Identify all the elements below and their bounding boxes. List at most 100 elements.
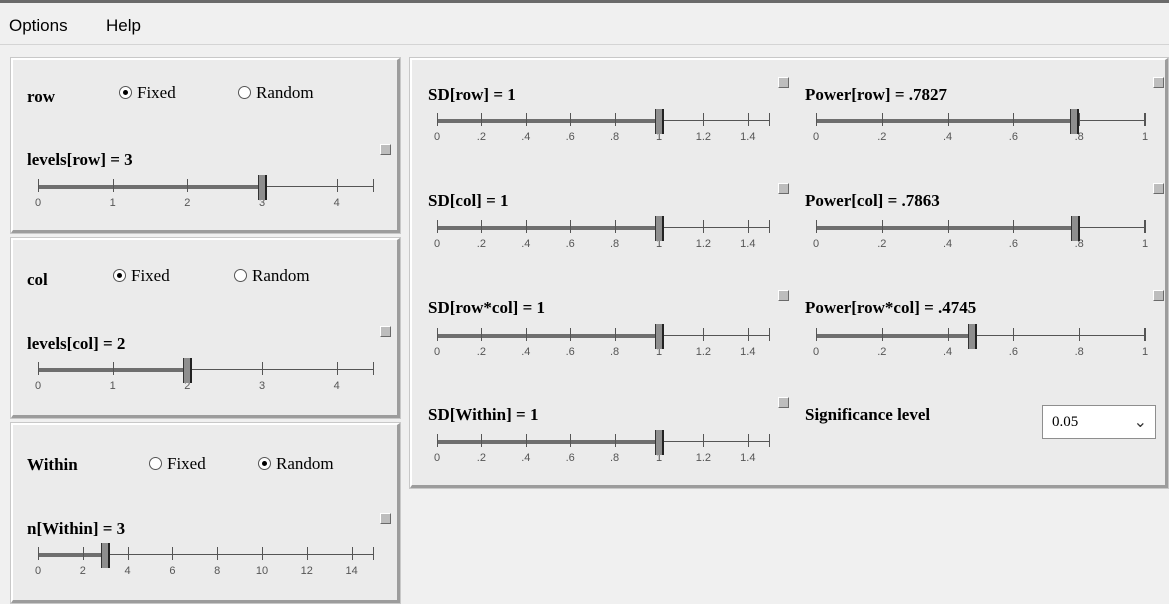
sd-rowcol-checkbox[interactable] [778,290,789,301]
random-radio[interactable] [238,86,251,99]
slider-tick [127,547,129,560]
slider-fill [437,119,659,123]
power-rowcol-slider[interactable]: 0 .2 .4 .6 .8 1 [813,324,1148,362]
slider-fill [816,334,973,338]
slider-tick [1013,328,1015,341]
slider-thumb[interactable] [968,324,978,349]
slider-tick-label: 4 [333,197,340,209]
slider-tick-label: .6 [565,452,575,464]
slider-fill [437,334,659,338]
slider-track [816,335,1145,336]
slider-tick-label: 8 [214,565,221,577]
factor-name: Within [27,455,78,474]
factor-panel-col: col Fixed Random levels[col] = 2 0 1 2 3 4 [10,237,401,419]
slider-tick-label: .2 [877,238,887,250]
random-radio[interactable] [258,457,271,470]
slider-tick [38,547,39,560]
slider-tick [82,547,84,560]
slider-tick-label: 1.4 [740,346,756,358]
power-rowcol-checkbox[interactable] [1153,290,1164,301]
slider-tick [38,179,39,192]
slider-thumb[interactable] [655,324,664,349]
slider-end-tick [769,328,770,341]
slider-tick-label: 2 [184,380,191,392]
option-checkbox[interactable] [380,513,391,524]
power-col-slider[interactable]: 0 .2 .4 .6 .8 1 [813,216,1149,254]
slider-tick [881,113,883,126]
random-radio[interactable] [234,269,247,282]
slider-tick [947,220,949,233]
slider-tick-label: .2 [476,238,486,250]
fixed-radio[interactable] [113,269,126,282]
levels-col-slider[interactable]: 0 1 2 3 4 [35,358,374,396]
slider-end-tick [769,220,770,233]
fixed-label: Fixed [131,266,170,285]
slider-fill [816,119,1074,123]
significance-value: 0.05 [1052,414,1079,430]
slider-tick [1145,113,1146,126]
sd-col-slider[interactable]: 0 .2 .4 .6 .8 1 1.2 1.4 [433,216,770,254]
slider-tick-label: 6 [169,565,176,577]
slider-thumb[interactable] [1069,109,1079,134]
slider-tick [525,220,527,233]
slider-end-tick [769,434,770,447]
slider-thumb[interactable] [655,109,664,134]
slider-tick-label: .8 [610,131,620,143]
slider-tick-label: 1.2 [695,452,712,464]
sd-within-checkbox[interactable] [778,397,789,408]
slider-tick-label: 0 [433,238,441,250]
menu-help[interactable]: Help [106,16,141,35]
slider-tick-label: 0 [433,131,441,143]
slider-thumb[interactable] [655,216,664,241]
slider-tick [336,179,338,192]
slider-tick-label: .6 [1008,238,1018,250]
slider-tick [112,362,114,375]
levels-row-slider[interactable]: 0 1 2 3 4 [35,175,374,213]
significance-label: Significance level [805,405,931,424]
slider-tick [570,434,572,447]
slider-tick [172,547,174,560]
fixed-label: Fixed [137,83,176,102]
slider-tick [437,328,438,341]
slider-thumb[interactable] [101,543,111,568]
menu-options[interactable]: Options [9,16,68,35]
sd-col-checkbox[interactable] [778,183,789,194]
option-checkbox[interactable] [380,326,391,337]
slider-fill [38,553,106,557]
slider-tick-label: .2 [476,452,486,464]
slider-thumb[interactable] [258,175,267,200]
fixed-radio[interactable] [119,86,132,99]
sd-within-slider[interactable]: 0 .2 .4 .6 .8 1 1.2 1.4 [434,430,770,468]
slider-tick [1013,220,1015,233]
fixed-radio[interactable] [149,457,162,470]
slider-thumb[interactable] [655,430,664,455]
slider-tick-label: 0 [812,131,820,143]
chevron-down-icon: ⌄ [1133,414,1147,431]
slider-tick [947,328,949,341]
option-checkbox[interactable] [380,144,391,155]
sd-row-slider[interactable]: 0 .2 .4 .6 .8 1 1.2 1.4 [433,109,770,147]
sd-rowcol-slider[interactable]: 0 .2 .4 .6 .8 1 1.2 1.4 [434,324,770,362]
significance-select[interactable]: 0.05 ⌄ [1042,405,1156,439]
slider-tick-label: .4 [521,131,531,143]
slider-tick-label: 4 [333,380,340,392]
slider-track [38,369,374,370]
power-row-slider[interactable]: 0 .2 .4 .6 .8 1 [812,109,1149,147]
slider-tick-label: 1 [655,238,663,250]
slider-tick [437,434,438,447]
fixed-label: Fixed [167,454,206,473]
power-col-checkbox[interactable] [1153,183,1164,194]
slider-thumb[interactable] [183,358,193,383]
slider-tick-label: 1 [1141,238,1149,250]
slider-tick [947,113,949,126]
n-within-slider[interactable]: 0 2 4 6 8 10 12 14 [34,543,374,581]
sd-row-checkbox[interactable] [778,77,789,88]
power-row-checkbox[interactable] [1153,77,1164,88]
sd-col-label: SD[col] = 1 [428,191,509,210]
slider-tick-label: 0 [34,565,42,577]
slider-tick-label: .2 [476,346,486,358]
slider-tick-label: 1 [1141,131,1149,143]
slider-tick [481,434,483,447]
slider-thumb[interactable] [1070,216,1080,241]
slider-tick [570,328,572,341]
